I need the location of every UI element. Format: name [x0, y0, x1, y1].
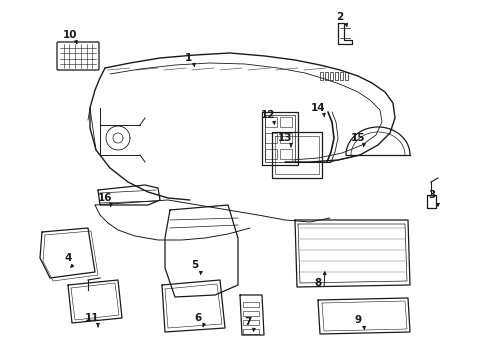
Text: 3: 3 — [428, 190, 436, 200]
Bar — [243, 302, 259, 307]
Text: 16: 16 — [98, 193, 112, 203]
Text: 12: 12 — [261, 110, 275, 120]
Bar — [325, 72, 328, 80]
Bar — [320, 72, 323, 80]
Text: 10: 10 — [63, 30, 77, 40]
Text: 4: 4 — [64, 253, 72, 263]
Text: 8: 8 — [315, 278, 321, 288]
Text: 13: 13 — [278, 133, 292, 143]
Text: 14: 14 — [311, 103, 325, 113]
Text: 1: 1 — [184, 53, 192, 63]
Text: 9: 9 — [354, 315, 362, 325]
Bar — [280, 117, 292, 127]
Text: 2: 2 — [336, 12, 343, 22]
Bar — [345, 72, 348, 80]
Bar — [330, 72, 333, 80]
Bar — [243, 320, 259, 325]
Text: 11: 11 — [85, 313, 99, 323]
Bar — [265, 133, 277, 143]
Bar — [265, 149, 277, 159]
Text: 6: 6 — [195, 313, 201, 323]
Bar — [243, 311, 259, 316]
Bar — [265, 117, 277, 127]
Bar — [280, 149, 292, 159]
Bar — [243, 329, 259, 334]
Bar — [340, 72, 343, 80]
Bar — [280, 133, 292, 143]
Text: 5: 5 — [192, 260, 198, 270]
Text: 7: 7 — [245, 317, 252, 327]
Text: 15: 15 — [351, 133, 365, 143]
Bar — [335, 72, 338, 80]
